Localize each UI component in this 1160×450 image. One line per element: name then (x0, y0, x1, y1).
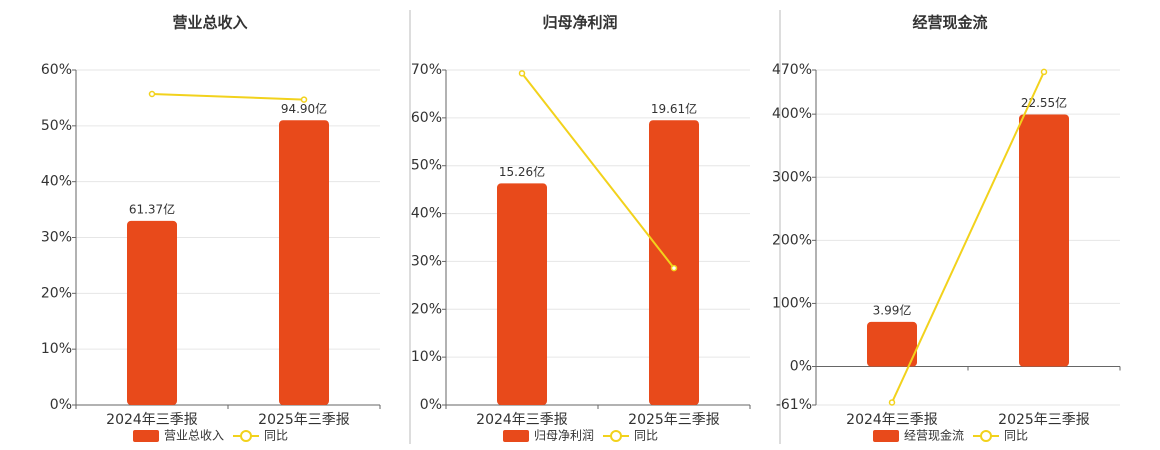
bar (649, 120, 699, 405)
data-label: 3.99亿 (873, 302, 912, 317)
line (151, 93, 305, 101)
y-tick-label: 40% (411, 206, 442, 222)
y-tick-label: 50% (41, 118, 72, 134)
legend-label: 营业总收入 (164, 429, 224, 443)
data-label: 19.61亿 (651, 101, 697, 116)
y-tick-label: 60% (411, 110, 442, 126)
y-tick-label: 300% (772, 169, 812, 185)
line (521, 72, 675, 269)
data-label: 15.26亿 (499, 164, 545, 179)
y-tick-label: 0% (420, 397, 442, 413)
point (300, 96, 308, 103)
y-tick-label: 470% (772, 62, 812, 78)
legend-label: 同比 (1004, 429, 1028, 443)
bar (1019, 114, 1069, 367)
bar (279, 120, 329, 405)
legend-swatch (980, 430, 992, 442)
bar (867, 321, 917, 367)
y-tick-label: 0% (790, 359, 812, 375)
y-tick-label: 30% (41, 230, 72, 246)
y-tick-label: 60% (41, 62, 72, 78)
x-tick-label: 2024年三季报 (846, 412, 938, 428)
y-tick-label: 20% (41, 285, 72, 301)
line (891, 71, 1045, 403)
y-tick-label: 20% (411, 301, 442, 317)
y-tick-label: 40% (41, 174, 72, 190)
legend-swatch (873, 430, 899, 442)
y-tick-label: 70% (411, 62, 442, 78)
chart-title: 经营现金流 (912, 14, 987, 32)
bar (127, 220, 177, 405)
legend-swatch (240, 430, 252, 442)
legend-swatch (503, 430, 529, 442)
y-tick-label: 0% (50, 397, 72, 413)
chart-title: 营业总收入 (172, 14, 247, 32)
point (888, 399, 896, 406)
x-tick-label: 2025年三季报 (258, 412, 350, 428)
legend-label: 经营现金流 (904, 428, 964, 443)
y-tick-label: 200% (772, 232, 812, 248)
y-tick-label: 30% (411, 253, 442, 269)
y-tick-label: -61% (776, 397, 812, 413)
legend-label: 同比 (264, 429, 288, 443)
legend-label: 归母净利润 (534, 429, 594, 443)
point (518, 70, 526, 77)
data-label: 94.90亿 (281, 101, 327, 116)
point (670, 264, 678, 272)
point (1040, 68, 1048, 76)
y-tick-label: 50% (411, 158, 442, 174)
y-tick-label: 100% (772, 295, 812, 311)
y-tick-label: 400% (772, 106, 812, 122)
legend-swatch (133, 430, 159, 442)
data-label: 61.37亿 (129, 201, 175, 216)
chart-title: 归母净利润 (542, 14, 617, 32)
x-tick-label: 2025年三季报 (998, 412, 1090, 428)
x-tick-label: 2025年三季报 (628, 412, 720, 428)
x-tick-label: 2024年三季报 (106, 412, 198, 428)
legend-swatch (610, 430, 622, 442)
x-tick-label: 2024年三季报 (476, 412, 568, 428)
bar (497, 183, 547, 405)
point (148, 90, 156, 98)
legend-label: 同比 (634, 429, 658, 443)
y-tick-label: 10% (411, 349, 442, 365)
y-tick-label: 10% (41, 341, 72, 357)
